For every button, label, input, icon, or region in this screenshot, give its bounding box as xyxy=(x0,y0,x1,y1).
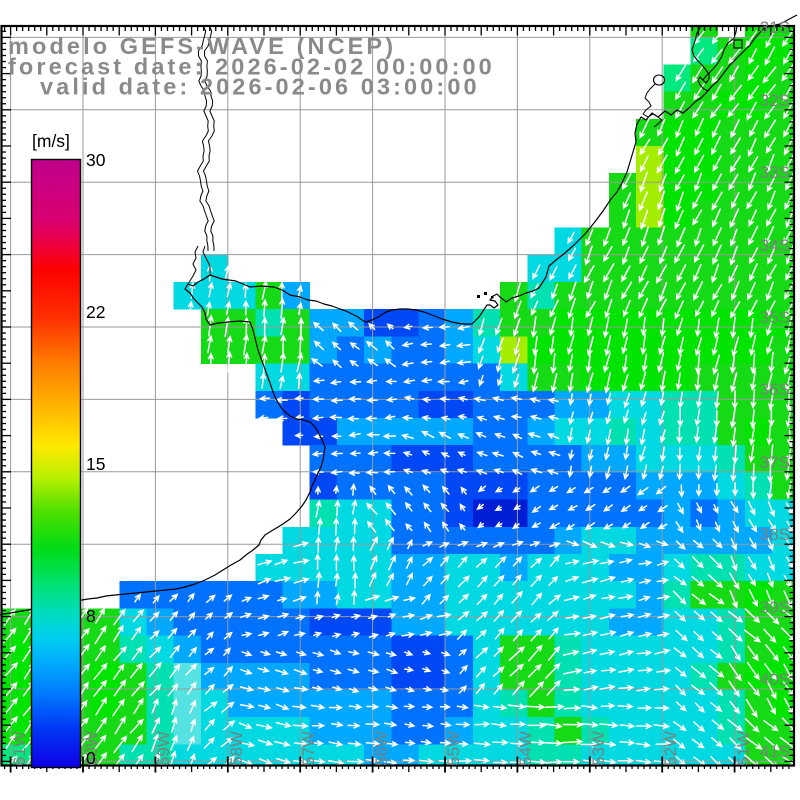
svg-text:[m/s]: [m/s] xyxy=(32,131,70,151)
svg-text:61W: 61W xyxy=(10,731,29,766)
svg-text:58W: 58W xyxy=(227,731,246,766)
svg-text:34S: 34S xyxy=(760,236,790,255)
svg-text:15: 15 xyxy=(86,454,105,474)
svg-text:52W: 52W xyxy=(661,731,680,766)
svg-text:0: 0 xyxy=(86,748,96,768)
svg-text:56W: 56W xyxy=(372,731,391,766)
svg-text:37S: 37S xyxy=(760,453,790,472)
svg-text:36S: 36S xyxy=(760,380,790,399)
svg-text:55W: 55W xyxy=(444,731,463,766)
svg-text:53W: 53W xyxy=(589,731,608,766)
svg-text:35S: 35S xyxy=(760,308,790,327)
svg-text:60W: 60W xyxy=(82,731,101,766)
svg-text:32S: 32S xyxy=(760,91,790,110)
svg-text:valid date: 2026-02-06 03:00:0: valid date: 2026-02-06 03:00:00 xyxy=(40,74,480,100)
svg-text:39S: 39S xyxy=(760,598,790,617)
svg-text:38S: 38S xyxy=(760,525,790,544)
svg-text:forecast date: 2026-02-02 00:0: forecast date: 2026-02-02 00:00:00 xyxy=(8,54,495,80)
svg-text:modelo GEFS-WAVE (NCEP): modelo GEFS-WAVE (NCEP) xyxy=(8,33,396,59)
svg-text:33S: 33S xyxy=(760,163,790,182)
svg-text:22: 22 xyxy=(86,302,105,322)
svg-text:54W: 54W xyxy=(516,731,535,766)
svg-text:8: 8 xyxy=(86,606,96,626)
svg-text:40S: 40S xyxy=(760,670,790,689)
svg-text:41S: 41S xyxy=(760,742,790,761)
svg-text:51W: 51W xyxy=(734,731,753,766)
svg-text:30: 30 xyxy=(86,150,106,170)
svg-text:59W: 59W xyxy=(154,731,173,766)
svg-text:57W: 57W xyxy=(299,731,318,766)
svg-text:31S: 31S xyxy=(760,18,790,37)
